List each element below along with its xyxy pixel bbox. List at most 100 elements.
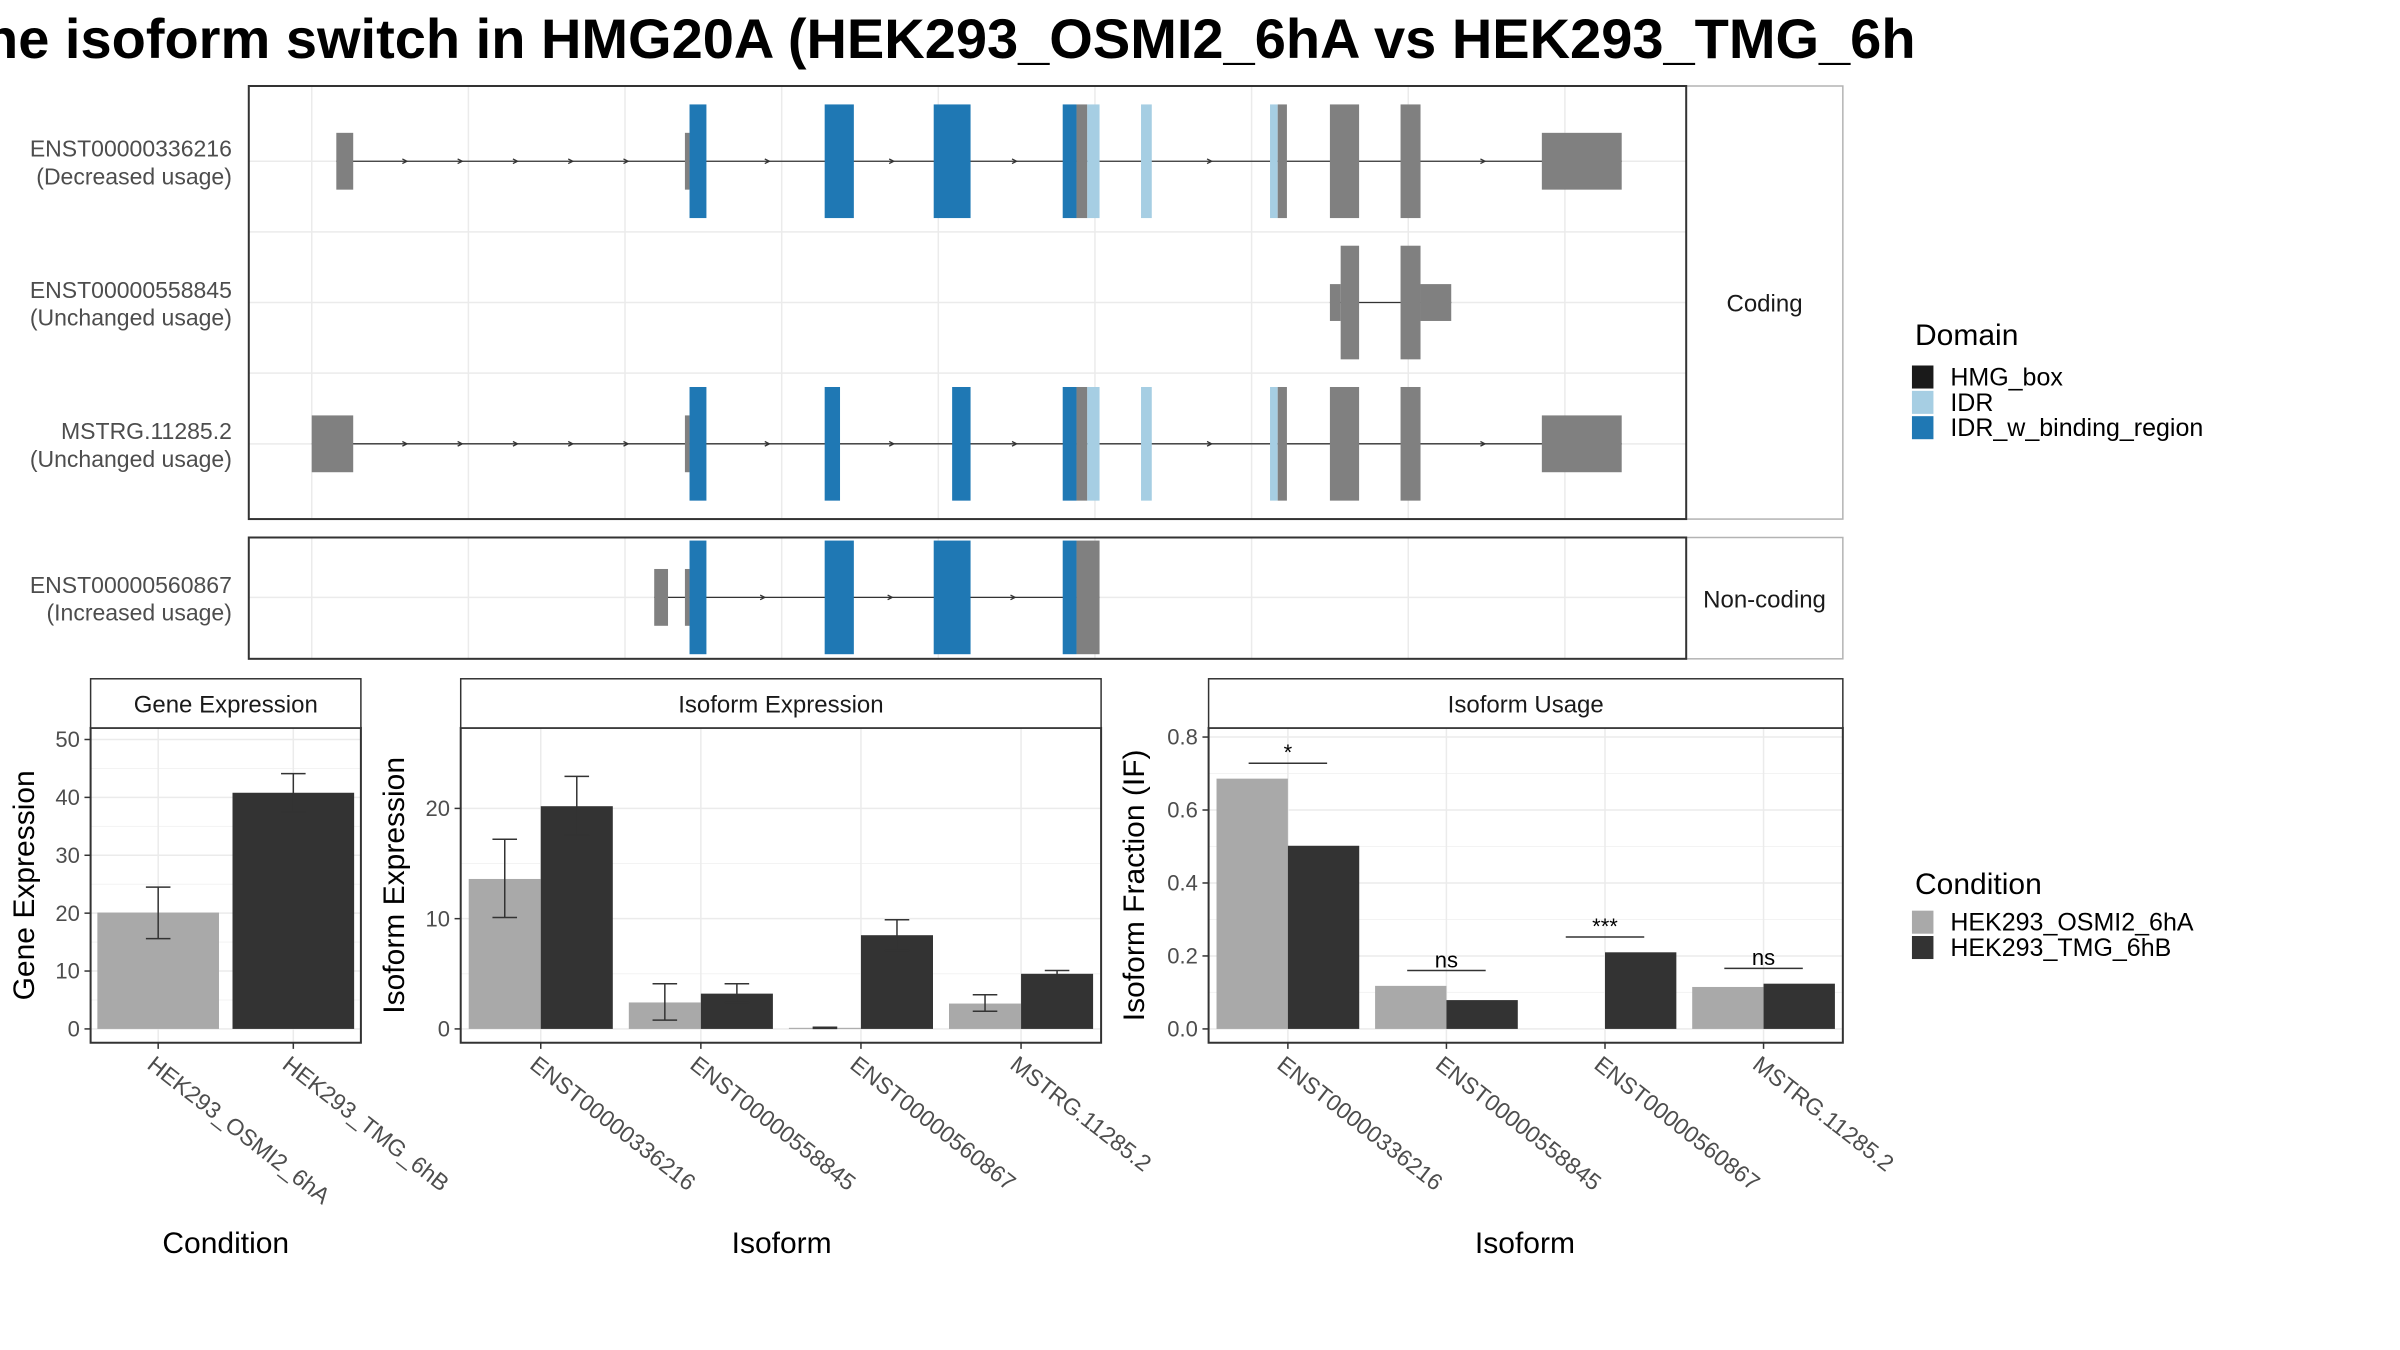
intron-arrow bbox=[1206, 158, 1214, 165]
structure-panel-border bbox=[247, 536, 1688, 660]
structure-panel-border bbox=[247, 84, 1688, 521]
domain-legend-title: Domain bbox=[1915, 319, 2018, 352]
x-tick-label: MSTRG.11285.2 bbox=[1006, 1051, 1157, 1177]
exon bbox=[1062, 104, 1077, 219]
x-axis-title: Condition bbox=[162, 1227, 289, 1260]
exon bbox=[1329, 284, 1341, 321]
intron-arrow bbox=[1011, 440, 1019, 447]
y-tick-label: 0 bbox=[438, 1017, 450, 1042]
exon bbox=[1277, 104, 1287, 219]
significance-label: * bbox=[1284, 740, 1293, 765]
condition-legend-title: Condition bbox=[1915, 868, 2042, 901]
chart-title: Gene Expression bbox=[134, 692, 318, 719]
chart-title: Isoform Usage bbox=[1448, 692, 1604, 719]
transcript-structure-panel: Coding ENST00000336216(Decreased usage) EN… bbox=[30, 84, 1844, 660]
intron-arrow bbox=[1206, 440, 1214, 447]
x-axis-title: Isoform bbox=[1475, 1227, 1575, 1260]
y-tick-label: 0.6 bbox=[1167, 798, 1198, 823]
chart-strip bbox=[89, 678, 362, 729]
isoform-label: ENST00000336216 bbox=[30, 136, 232, 162]
exon bbox=[1541, 132, 1622, 190]
y-axis-title: Isoform Expression bbox=[378, 757, 411, 1014]
intron-arrow bbox=[512, 440, 519, 447]
figure-title: ne isoform switch in HMG20A (HEK293_OSMI… bbox=[0, 7, 1916, 70]
intron-arrow bbox=[623, 158, 630, 165]
exon bbox=[1329, 104, 1360, 219]
exon bbox=[824, 540, 854, 655]
intron-arrow bbox=[457, 440, 464, 447]
x-axis-title: Isoform bbox=[732, 1227, 832, 1260]
y-tick-label: 0.0 bbox=[1167, 1017, 1198, 1042]
intron-arrow bbox=[1480, 440, 1487, 447]
exon bbox=[1062, 386, 1077, 501]
x-tick-label: ENST00000336216 bbox=[1273, 1051, 1448, 1196]
domain-legend-key bbox=[1911, 416, 1934, 440]
bar bbox=[1446, 1000, 1518, 1029]
exon bbox=[1340, 245, 1360, 360]
intron-arrow bbox=[1010, 594, 1017, 601]
x-tick-label: ENST00000336216 bbox=[525, 1051, 700, 1196]
x-tick-label: MSTRG.11285.2 bbox=[1748, 1051, 1899, 1177]
exon bbox=[1141, 386, 1152, 501]
y-tick-label: 0 bbox=[68, 1017, 80, 1042]
group-strip bbox=[1685, 536, 1844, 660]
bar bbox=[232, 792, 355, 1029]
exon bbox=[933, 104, 971, 219]
intron-arrow bbox=[512, 158, 519, 165]
bar bbox=[540, 806, 613, 1029]
chart-1: Isoform Expression01020ENST00000336216EN… bbox=[378, 678, 1157, 1260]
exon bbox=[933, 540, 971, 655]
intron-arrow bbox=[623, 440, 630, 447]
domain-legend-label: IDR_w_binding_region bbox=[1950, 414, 2203, 442]
intron-arrow bbox=[567, 158, 575, 165]
y-tick-label: 0.4 bbox=[1167, 871, 1198, 896]
exon bbox=[336, 132, 354, 190]
exon bbox=[1087, 104, 1100, 219]
intron-arrow bbox=[888, 158, 896, 165]
y-tick-label: 20 bbox=[425, 796, 449, 821]
bar bbox=[1287, 845, 1360, 1029]
chart-2: * ns *** ns Isoform Usage 0.0 0.2 0.4 0.6 0.8 ENST… bbox=[1118, 678, 1899, 1260]
exon bbox=[684, 568, 690, 626]
intron-arrow bbox=[1480, 158, 1487, 165]
exon bbox=[1400, 386, 1421, 501]
isoform-usage-label: (Increased usage) bbox=[47, 599, 232, 625]
y-tick-label: 50 bbox=[55, 727, 79, 752]
legends: Domain Condition HMG_boxIDRIDR_w_binding… bbox=[1911, 319, 2203, 962]
y-tick-label: 30 bbox=[55, 843, 79, 868]
group-strip bbox=[1685, 85, 1844, 520]
exon bbox=[689, 540, 707, 655]
significance-label: *** bbox=[1592, 914, 1618, 939]
intron-arrow bbox=[402, 440, 409, 447]
chart-title: Isoform Expression bbox=[678, 692, 883, 719]
exon bbox=[1541, 415, 1622, 473]
exon bbox=[684, 132, 690, 190]
isoform-usage-label: (Decreased usage) bbox=[36, 163, 232, 189]
domain-legend-key bbox=[1911, 365, 1934, 389]
y-tick-label: 10 bbox=[55, 959, 79, 984]
y-tick-label: 0.8 bbox=[1167, 725, 1198, 750]
y-tick-label: 10 bbox=[425, 906, 449, 931]
intron-arrow bbox=[887, 594, 894, 601]
isoform-label: MSTRG.11285.2 bbox=[61, 418, 232, 444]
bar bbox=[1021, 973, 1094, 1029]
chart-strip bbox=[459, 678, 1102, 729]
isoform-usage-label: (Unchanged usage) bbox=[30, 305, 232, 331]
exon bbox=[1141, 104, 1152, 219]
bar bbox=[1692, 986, 1764, 1029]
exon bbox=[1400, 104, 1421, 219]
exon bbox=[1076, 104, 1088, 219]
y-axis-title: Gene Expression bbox=[8, 770, 41, 1000]
exon bbox=[1400, 245, 1421, 360]
y-tick-label: 20 bbox=[55, 901, 79, 926]
y-tick-label: 40 bbox=[55, 785, 79, 810]
domain-legend-label: IDR bbox=[1950, 389, 1993, 417]
chart-strip bbox=[1207, 678, 1844, 729]
domain-legend-label: HMG_box bbox=[1950, 363, 2063, 391]
exon bbox=[1277, 386, 1287, 501]
bar bbox=[1375, 985, 1447, 1029]
exon bbox=[824, 104, 854, 219]
exon bbox=[824, 386, 841, 501]
x-tick-label: ENST00000560867 bbox=[1590, 1051, 1765, 1196]
